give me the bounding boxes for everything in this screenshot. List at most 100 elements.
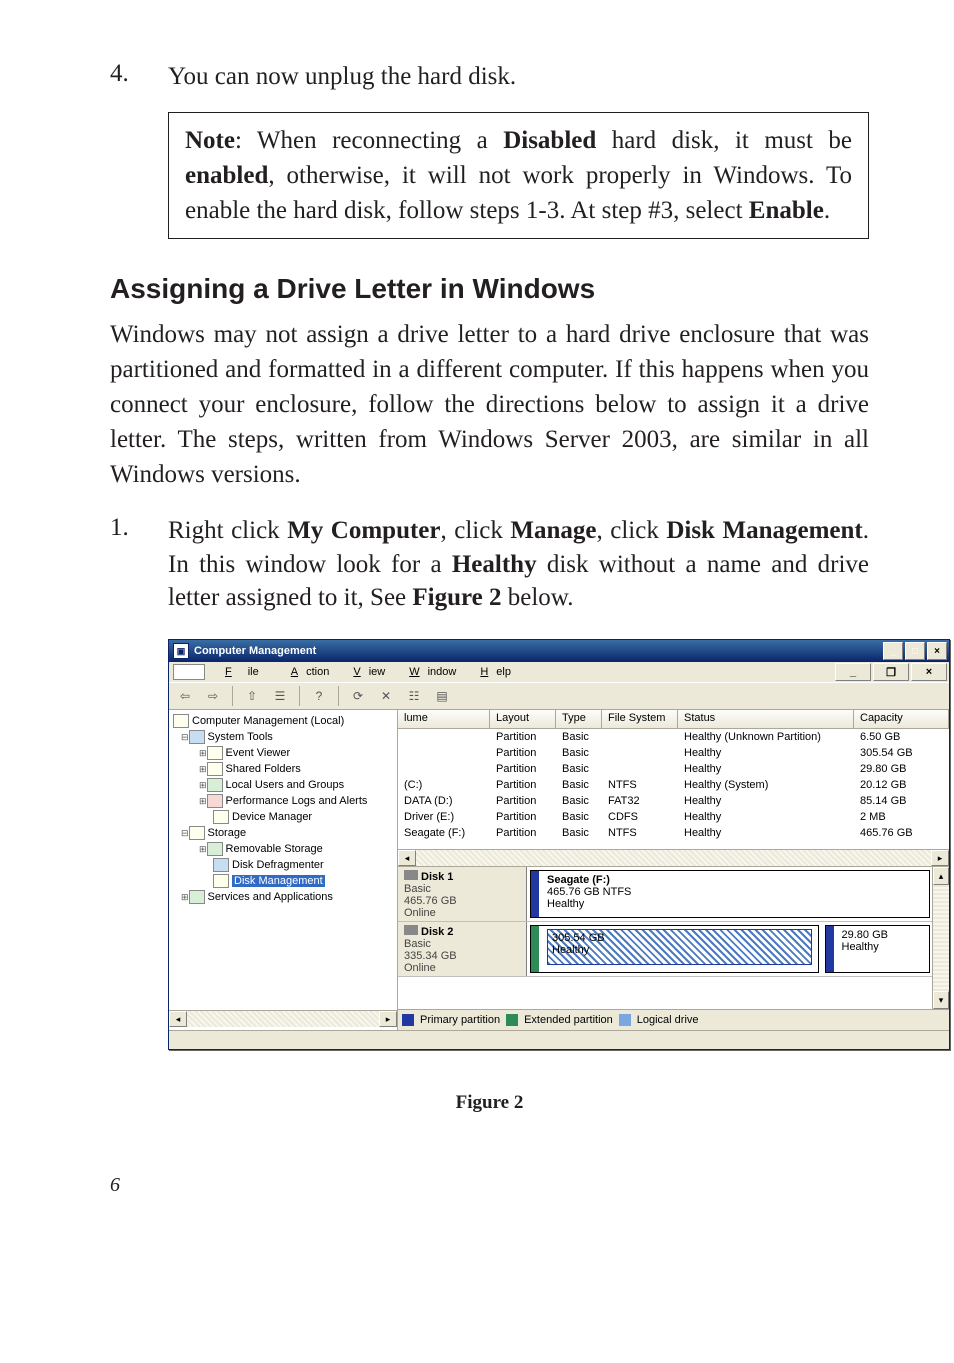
tree-device-manager[interactable]: Device Manager: [232, 811, 312, 823]
legend-extended-swatch: [506, 1014, 518, 1026]
navigation-tree[interactable]: Computer Management (Local) ⊟System Tool…: [169, 710, 398, 1030]
tree-scroll-left-button[interactable]: ◂: [169, 1011, 187, 1027]
menu-file[interactable]: File: [209, 666, 275, 678]
step-4-text: You can now unplug the hard disk.: [168, 60, 516, 94]
figure-caption: Figure 2: [110, 1092, 869, 1114]
device-manager-icon: [213, 810, 229, 824]
legend-logical-swatch: [619, 1014, 631, 1026]
scroll-down-button[interactable]: ▾: [933, 991, 949, 1009]
tree-root[interactable]: Computer Management (Local): [192, 715, 344, 727]
table-row[interactable]: DATA (D:)PartitionBasicFAT32Healthy85.14…: [398, 793, 949, 809]
table-row[interactable]: Driver (E:)PartitionBasicCDFSHealthy2 MB: [398, 809, 949, 825]
disk-mgmt-icon: [213, 874, 229, 888]
table-row[interactable]: (C:)PartitionBasicNTFSHealthy (System)20…: [398, 777, 949, 793]
table-row[interactable]: PartitionBasicHealthy (Unknown Partition…: [398, 729, 949, 745]
storage-icon: [189, 826, 205, 840]
toolbar: ⇦ ⇨ ⇧ ☰ ? ⟳ ✕ ☷ ▤: [169, 682, 949, 709]
step-4: 4. You can now unplug the hard disk.: [110, 60, 869, 94]
tree-event-viewer[interactable]: Event Viewer: [226, 747, 291, 759]
menu-action[interactable]: Action: [275, 666, 338, 678]
volume-list-horizontal-scrollbar[interactable]: ◂ ▸: [398, 849, 949, 866]
disk-2-row[interactable]: Disk 2 Basic 335.34 GB Online 305.54 GB …: [398, 922, 933, 977]
tree-storage[interactable]: Storage: [208, 827, 247, 839]
tree-disk-defragmenter[interactable]: Disk Defragmenter: [232, 859, 324, 871]
removable-storage-icon: [207, 842, 223, 856]
disk-icon: [404, 870, 418, 880]
page-number: 6: [110, 1174, 869, 1197]
menu-view[interactable]: View: [337, 666, 393, 678]
settings-button[interactable]: ▤: [430, 684, 454, 708]
tree-scroll-right-button[interactable]: ▸: [379, 1011, 397, 1027]
properties-button[interactable]: ☷: [402, 684, 426, 708]
back-button[interactable]: ⇦: [173, 684, 197, 708]
tree-perf-logs[interactable]: Performance Logs and Alerts: [226, 795, 368, 807]
status-bar: [169, 1030, 949, 1049]
mdi-close-button[interactable]: ×: [911, 663, 947, 681]
computer-icon: [173, 714, 189, 728]
menu-bar: File Action View Window Help _ ❐ ×: [169, 662, 949, 682]
table-row[interactable]: Seagate (F:)PartitionBasicNTFSHealthy465…: [398, 825, 949, 841]
col-layout[interactable]: Layout: [490, 710, 556, 728]
close-button[interactable]: ×: [927, 642, 947, 660]
col-type[interactable]: Type: [556, 710, 602, 728]
table-row[interactable]: PartitionBasicHealthy29.80 GB: [398, 761, 949, 777]
computer-management-window: ▣ Computer Management _ □ × File Action …: [168, 639, 950, 1050]
shared-folders-icon: [207, 762, 223, 776]
scroll-right-button[interactable]: ▸: [931, 850, 949, 866]
volume-list[interactable]: PartitionBasicHealthy (Unknown Partition…: [398, 729, 949, 849]
help-button[interactable]: ?: [307, 684, 331, 708]
maximize-button[interactable]: □: [905, 642, 925, 660]
scroll-up-button[interactable]: ▴: [933, 867, 949, 885]
col-file-system[interactable]: File System: [602, 710, 678, 728]
disk-2-partition-2[interactable]: 29.80 GB Healthy: [825, 925, 931, 973]
tree-local-users[interactable]: Local Users and Groups: [226, 779, 345, 791]
delete-button[interactable]: ✕: [374, 684, 398, 708]
section-heading: Assigning a Drive Letter in Windows: [110, 273, 869, 305]
up-button[interactable]: ⇧: [240, 684, 264, 708]
disk-1-row[interactable]: Disk 1 Basic 465.76 GB Online Seagate (F…: [398, 867, 933, 922]
event-viewer-icon: [207, 746, 223, 760]
note-box: Note: When reconnecting a Disabled hard …: [168, 112, 869, 239]
legend-logical-label: Logical drive: [637, 1014, 699, 1026]
disk-pane-vertical-scrollbar[interactable]: ▴ ▾: [932, 867, 949, 1009]
mdi-minimize-button[interactable]: _: [835, 663, 871, 681]
mdi-restore-button[interactable]: ❐: [873, 663, 909, 681]
col-volume[interactable]: lume: [398, 710, 490, 728]
tree-removable-storage[interactable]: Removable Storage: [226, 843, 323, 855]
tree-horizontal-scrollbar[interactable]: ◂ ▸: [169, 1010, 397, 1027]
defrag-icon: [213, 858, 229, 872]
disk-2-partition-1[interactable]: 305.54 GB Healthy: [530, 925, 819, 973]
legend-extended-label: Extended partition: [524, 1014, 613, 1026]
disk-1-partition[interactable]: Seagate (F:) 465.76 GB NTFS Healthy: [530, 870, 930, 918]
perf-logs-icon: [207, 794, 223, 808]
disk-1-info: Disk 1 Basic 465.76 GB Online: [398, 867, 527, 921]
window-titlebar[interactable]: ▣ Computer Management _ □ ×: [169, 640, 949, 662]
col-capacity[interactable]: Capacity: [854, 710, 949, 728]
menu-help[interactable]: Help: [464, 666, 519, 678]
scroll-left-button[interactable]: ◂: [398, 850, 416, 866]
tree-disk-management[interactable]: Disk Management: [232, 875, 325, 887]
menu-window[interactable]: Window: [393, 666, 464, 678]
tree-services-apps[interactable]: Services and Applications: [208, 891, 333, 903]
users-groups-icon: [207, 778, 223, 792]
step-1: 1. Right click My Computer, click Manage…: [110, 514, 869, 615]
legend-primary-swatch: [402, 1014, 414, 1026]
step-1-text: Right click My Computer, click Manage, c…: [168, 514, 869, 615]
forward-button[interactable]: ⇨: [201, 684, 225, 708]
window-icon: ▣: [173, 643, 189, 659]
step-1-number: 1.: [110, 514, 168, 615]
show-hide-button[interactable]: ☰: [268, 684, 292, 708]
step-4-number: 4.: [110, 60, 168, 94]
col-status[interactable]: Status: [678, 710, 854, 728]
tools-icon: [189, 730, 205, 744]
intro-paragraph: Windows may not assign a drive letter to…: [110, 317, 869, 492]
volume-list-header: lume Layout Type File System Status Capa…: [398, 710, 949, 729]
table-row[interactable]: PartitionBasicHealthy305.54 GB: [398, 745, 949, 761]
tree-system-tools[interactable]: System Tools: [208, 731, 273, 743]
window-body: Computer Management (Local) ⊟System Tool…: [169, 709, 949, 1030]
minimize-button[interactable]: _: [883, 642, 903, 660]
tree-shared-folders[interactable]: Shared Folders: [226, 763, 301, 775]
refresh-button[interactable]: ⟳: [346, 684, 370, 708]
disk-2-info: Disk 2 Basic 335.34 GB Online: [398, 922, 527, 976]
disk-graphical-pane[interactable]: ▴ ▾ Disk 1 Basic 465.76 GB Online: [398, 866, 949, 1009]
